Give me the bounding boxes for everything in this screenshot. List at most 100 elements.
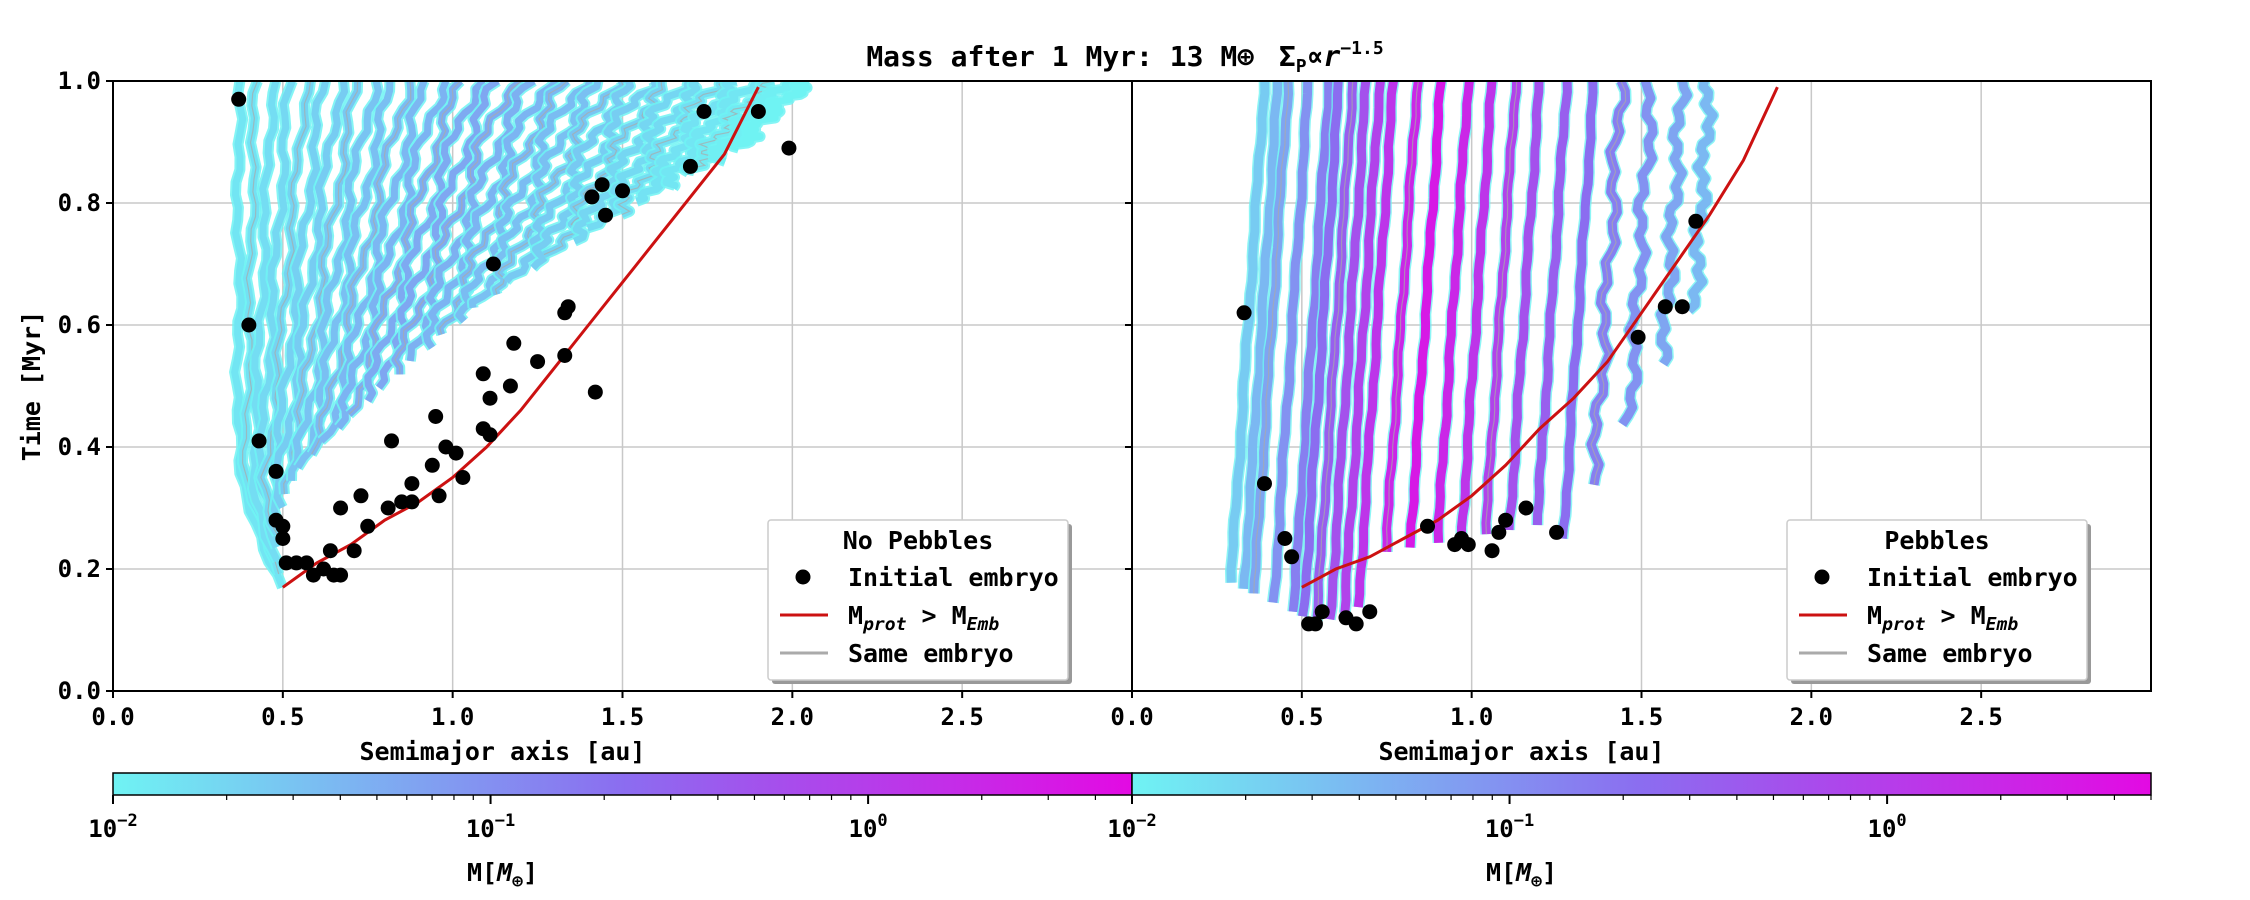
initial-embryo-point	[1460, 537, 1476, 553]
initial-embryo-point	[560, 299, 576, 315]
colorbar-label: M[M⊕]	[467, 858, 538, 892]
mass-track	[1239, 81, 1283, 590]
colorbar-right: 10−2 10−1 100 M[M⊕]	[1107, 772, 2152, 892]
mass-track	[1325, 81, 1371, 620]
initial-embryo-point	[1549, 524, 1565, 540]
legend-label-initial-embryo: Initial embryo	[1867, 563, 2078, 592]
initial-embryo-point	[1284, 549, 1300, 565]
legend-box	[767, 519, 1069, 681]
initial-embryo-point	[1657, 299, 1673, 315]
mass-track	[1557, 81, 1598, 539]
mass-track	[364, 81, 487, 403]
initial-embryo-point	[384, 433, 400, 449]
mass-track	[1340, 81, 1385, 614]
mass-track	[1226, 81, 1270, 583]
legend-title: No Pebbles	[843, 526, 994, 555]
initial-embryo-point	[1362, 604, 1378, 620]
initial-embryo-point	[241, 317, 257, 333]
legend-box	[1786, 519, 2088, 681]
same-embryo-link	[1485, 81, 1518, 535]
initial-embryo-point	[482, 427, 498, 443]
colorbar-tick-label: 10−1	[466, 811, 515, 843]
mass-track	[1685, 81, 1718, 314]
initial-embryos-right	[1236, 213, 1704, 632]
initial-embryo-point	[333, 567, 349, 583]
initial-embryo-point	[1630, 329, 1646, 345]
legend-left: No Pebbles Initial embryo Mprot > MEmb Same…	[767, 519, 1072, 684]
colorbar-tick-label: 10−2	[88, 811, 137, 843]
x-tick-label: 2.0	[771, 703, 814, 731]
initial-embryo-point	[1518, 500, 1534, 516]
initial-embryo-point	[1491, 524, 1507, 540]
x-axis-label: Semimajor axis [au]	[1379, 737, 1665, 766]
x-tick-label: 2.5	[940, 703, 983, 731]
y-tick-label: 0.0	[58, 677, 101, 705]
initial-embryo-point	[360, 518, 376, 534]
y-tick-label: 0.6	[58, 311, 101, 339]
initial-embryo-point	[587, 384, 603, 400]
mass-track	[530, 81, 660, 271]
initial-embryo-point	[448, 445, 464, 461]
initial-embryo-point	[251, 433, 267, 449]
x-tick-label: 1.0	[431, 703, 474, 731]
initial-embryo-point	[275, 518, 291, 534]
legend-label-same-embryo: Same embryo	[848, 639, 1014, 668]
mass-track	[1288, 81, 1334, 613]
initial-embryo-point	[594, 177, 610, 193]
initial-embryo-point	[404, 494, 420, 510]
initial-embryo-point	[682, 158, 698, 174]
initial-embryo-point	[1256, 476, 1272, 492]
same-embryo-link	[394, 81, 522, 375]
initial-embryo-point	[380, 500, 396, 516]
colorbar-tick-label: 100	[849, 811, 888, 843]
initial-embryo-point	[1688, 213, 1704, 229]
x-tick-label: 2.5	[1959, 703, 2002, 731]
same-embryo-link	[348, 81, 461, 415]
mass-track	[273, 81, 348, 509]
mass-track	[335, 81, 450, 430]
initial-embryo-point	[268, 463, 284, 479]
legend-label-same-embryo: Same embryo	[1867, 639, 2033, 668]
mass-track	[661, 81, 768, 191]
x-tick-label: 1.0	[1450, 703, 1493, 731]
initial-embryo-point	[1484, 543, 1500, 559]
initial-embryo-point	[750, 104, 766, 119]
y-tick-label: 0.8	[58, 189, 101, 217]
same-embryo-link	[1253, 81, 1290, 594]
y-tick-label: 0.2	[58, 555, 101, 583]
initial-embryo-point	[506, 335, 522, 351]
colorbar-gradient	[1131, 772, 2152, 796]
initial-embryo-point	[598, 207, 614, 223]
legend-title: Pebbles	[1884, 526, 1989, 555]
tracks-right	[1225, 81, 1720, 624]
initial-embryo-point	[482, 390, 498, 406]
initial-embryo-point	[353, 488, 369, 504]
initial-embryo-point	[322, 543, 338, 559]
initial-embryo-point	[424, 457, 440, 473]
panel-no-pebbles: 0.0 0.5 1.0 1.5 2.0 2.5 0.0 0.2 0.4 0.6 0.8 1.0 Semi…	[17, 67, 1133, 892]
initial-embryo-point	[781, 140, 797, 156]
x-tick-label: 0.0	[91, 703, 134, 731]
initial-embryos-left	[231, 91, 797, 583]
mass-track	[1457, 81, 1497, 539]
mass-track	[1433, 81, 1474, 543]
x-tick-label: 0.5	[261, 703, 304, 731]
legend-label-threshold: Mprot > MEmb	[848, 601, 999, 635]
initial-embryo-point	[502, 378, 518, 394]
colorbar-tick-label: 10−2	[1107, 811, 1156, 843]
x-tick-label: 1.5	[1620, 703, 1663, 731]
initial-embryo-point	[346, 543, 362, 559]
initial-embryo-point	[455, 470, 471, 485]
colorbar-label: M[M⊕]	[1486, 858, 1557, 892]
x-tick-label: 2.0	[1790, 703, 1833, 731]
y-tick-label: 0.4	[58, 433, 101, 461]
panel-pebbles: 0.0 0.5 1.0 1.5 2.0 2.5 Semimajor axis [au] Peb…	[1107, 80, 2152, 892]
y-axis-label: Time [Myr]	[17, 311, 46, 462]
mass-track	[729, 81, 811, 152]
legend-label-threshold: Mprot > MEmb	[1867, 601, 2018, 635]
mass-track	[1656, 81, 1692, 367]
same-embryo-link	[1315, 81, 1354, 623]
initial-embryo-point	[475, 366, 491, 382]
initial-embryo-point	[404, 476, 420, 492]
